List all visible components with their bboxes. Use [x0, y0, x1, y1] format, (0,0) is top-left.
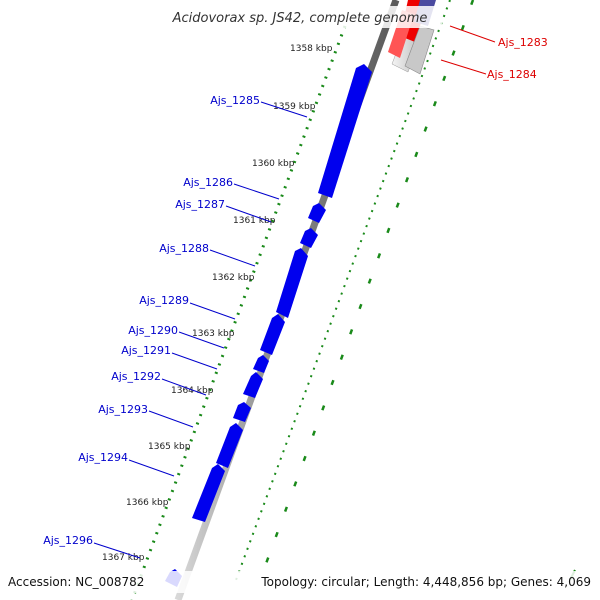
label-ajs-1287[interactable]: Ajs_1287	[175, 198, 225, 211]
gene-ajs-1294[interactable]	[216, 423, 243, 468]
gene-ajs-1295[interactable]	[192, 464, 225, 522]
label-ajs-1291[interactable]: Ajs_1291	[121, 344, 171, 357]
label-ajs-1288[interactable]: Ajs_1288	[159, 242, 209, 255]
leader-ajs-1284	[440, 59, 487, 75]
leader-ajs-1286	[233, 183, 280, 200]
kbp-tick-1367: 1367 kbp	[102, 553, 145, 563]
kbp-tick-1362: 1362 kbp	[212, 273, 255, 283]
gene-ajs-1288[interactable]	[276, 248, 308, 318]
forward-label-leaders	[93, 101, 308, 559]
ruler-dots-mid	[235, 0, 451, 581]
leader-ajs-1287	[225, 205, 272, 223]
kbp-tick-1365: 1365 kbp	[148, 442, 191, 452]
leader-ajs-1291	[171, 352, 218, 370]
ruler-ticks-mid	[258, 0, 475, 581]
label-ajs-1293[interactable]: Ajs_1293	[98, 403, 148, 416]
leader-ajs-1288	[209, 249, 256, 267]
forward-strand-genes	[165, 64, 372, 587]
label-ajs-1284[interactable]: Ajs_1284	[487, 68, 537, 81]
leader-ajs-1296	[93, 542, 141, 559]
gene-ajs-1284[interactable]	[404, 25, 435, 75]
label-ajs-1285[interactable]: Ajs_1285	[210, 94, 260, 107]
gene-ajs-1286[interactable]	[308, 203, 326, 223]
label-ajs-1292[interactable]: Ajs_1292	[111, 370, 161, 383]
label-ajs-1283[interactable]: Ajs_1283	[498, 36, 548, 49]
label-ajs-1286[interactable]: Ajs_1286	[183, 176, 233, 189]
kbp-tick-1366: 1366 kbp	[126, 498, 169, 508]
map-title: Acidovorax sp. JS42, complete genome	[172, 11, 428, 26]
kbp-ticks: 1358 kbp 1359 kbp 1360 kbp 1361 kbp 1362…	[102, 44, 333, 563]
label-ajs-1289[interactable]: Ajs_1289	[139, 294, 189, 307]
gene-ajs-1285[interactable]	[318, 64, 372, 198]
kbp-tick-1361: 1361 kbp	[233, 216, 276, 226]
ruler-dots-left	[130, 25, 347, 600]
kbp-tick-1359: 1359 kbp	[273, 102, 316, 112]
gene-ajs-1287[interactable]	[300, 228, 318, 248]
leader-ajs-1283	[449, 25, 496, 43]
footer-backdrop	[0, 571, 600, 593]
leader-ajs-1290	[178, 331, 225, 349]
title-backdrop	[160, 6, 442, 28]
accession-label: Accession: NC_008782	[8, 575, 144, 589]
label-ajs-1294[interactable]: Ajs_1294	[78, 451, 128, 464]
label-ajs-1290[interactable]: Ajs_1290	[128, 324, 178, 337]
leader-ajs-1285	[260, 101, 308, 118]
gene-ajs-1292[interactable]	[243, 372, 263, 398]
outer-ruler-left	[130, 25, 347, 600]
gene-ajs-1293[interactable]	[233, 402, 251, 422]
kbp-tick-1360: 1360 kbp	[252, 159, 295, 169]
label-ajs-1296[interactable]: Ajs_1296	[43, 534, 93, 547]
gene-ajs-1289[interactable]	[260, 314, 285, 355]
reverse-gene-labels: Ajs_1283 Ajs_1284	[440, 25, 548, 81]
gene-ajs-1290[interactable]	[253, 355, 269, 373]
kbp-tick-1358: 1358 kbp	[290, 44, 333, 54]
kbp-tick-1363: 1363 kbp	[192, 329, 235, 339]
kbp-tick-1364: 1364 kbp	[171, 386, 214, 396]
topology-label: Topology: circular; Length: 4,448,856 bp…	[260, 575, 591, 589]
leader-ajs-1289	[189, 302, 236, 320]
forward-gene-labels: Ajs_1285 Ajs_1286 Ajs_1287 Ajs_1288 Ajs_…	[43, 94, 260, 547]
leader-ajs-1292	[161, 378, 207, 396]
leader-ajs-1293	[148, 410, 194, 428]
leader-ajs-1294	[128, 459, 175, 477]
